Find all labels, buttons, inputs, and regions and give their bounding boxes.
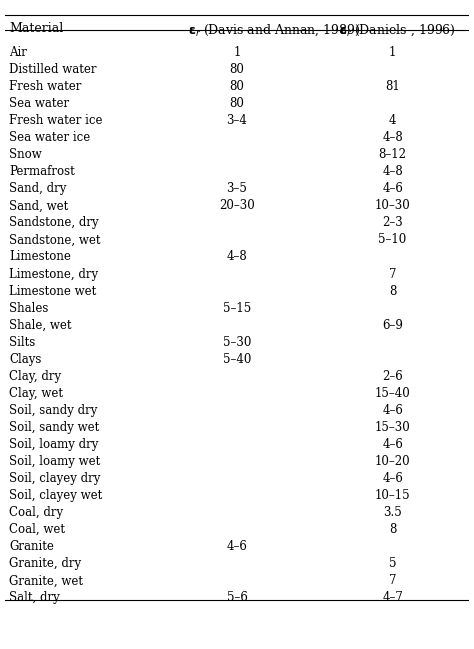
Text: Clays: Clays — [9, 353, 42, 366]
Text: Fresh water ice: Fresh water ice — [9, 114, 103, 127]
Text: $\mathbf{\varepsilon}_{r}$ (Daniels , 1996): $\mathbf{\varepsilon}_{r}$ (Daniels , 19… — [339, 22, 456, 38]
Text: Soil, loamy wet: Soil, loamy wet — [9, 455, 100, 468]
Text: 5: 5 — [389, 557, 396, 570]
Text: Limestone, dry: Limestone, dry — [9, 267, 99, 280]
Text: 4–6: 4–6 — [227, 540, 247, 553]
Text: 4–6: 4–6 — [382, 438, 403, 451]
Text: Granite: Granite — [9, 540, 54, 553]
Text: Snow: Snow — [9, 148, 42, 161]
Text: Air: Air — [9, 46, 27, 59]
Text: 1: 1 — [233, 46, 241, 59]
Text: Granite, dry: Granite, dry — [9, 557, 82, 570]
Text: 80: 80 — [229, 97, 245, 110]
Text: Clay, dry: Clay, dry — [9, 370, 62, 383]
Text: 10–15: 10–15 — [375, 489, 410, 502]
Text: Sea water ice: Sea water ice — [9, 131, 91, 144]
Text: Soil, clayey wet: Soil, clayey wet — [9, 489, 103, 502]
Text: Distilled water: Distilled water — [9, 63, 97, 76]
Text: 7: 7 — [389, 574, 396, 587]
Text: 4–8: 4–8 — [382, 131, 403, 144]
Text: 3.5: 3.5 — [383, 506, 402, 519]
Text: Clay, wet: Clay, wet — [9, 387, 64, 400]
Text: 2–3: 2–3 — [382, 216, 403, 229]
Text: 4–7: 4–7 — [382, 591, 403, 604]
Text: 6–9: 6–9 — [382, 319, 403, 332]
Text: 10–20: 10–20 — [375, 455, 410, 468]
Text: 5–6: 5–6 — [227, 591, 247, 604]
Text: Limestone: Limestone — [9, 251, 71, 263]
Text: Fresh water: Fresh water — [9, 80, 82, 93]
Text: 15–40: 15–40 — [375, 387, 410, 400]
Text: 10–30: 10–30 — [375, 199, 410, 212]
Text: Soil, sandy wet: Soil, sandy wet — [9, 421, 100, 434]
Text: Sand, wet: Sand, wet — [9, 199, 69, 212]
Text: 3–4: 3–4 — [227, 114, 247, 127]
Text: Shales: Shales — [9, 302, 49, 315]
Text: 5–15: 5–15 — [223, 302, 251, 315]
Text: 2–6: 2–6 — [382, 370, 403, 383]
Text: Sea water: Sea water — [9, 97, 70, 110]
Text: Limestone wet: Limestone wet — [9, 284, 97, 297]
Text: 5–10: 5–10 — [379, 234, 407, 247]
Text: 4: 4 — [389, 114, 396, 127]
Text: 1: 1 — [389, 46, 396, 59]
Text: $\mathbf{\varepsilon}_{r}$ (Davis and Annan, 1989): $\mathbf{\varepsilon}_{r}$ (Davis and An… — [188, 22, 361, 38]
Text: 7: 7 — [389, 267, 396, 280]
Text: 81: 81 — [385, 80, 400, 93]
Text: Soil, sandy dry: Soil, sandy dry — [9, 404, 98, 417]
Text: 3–5: 3–5 — [227, 182, 247, 195]
Text: 4–6: 4–6 — [382, 472, 403, 485]
Text: 20–30: 20–30 — [219, 199, 255, 212]
Text: 8: 8 — [389, 284, 396, 297]
Text: Coal, dry: Coal, dry — [9, 506, 64, 519]
Text: 4–6: 4–6 — [382, 404, 403, 417]
Text: 80: 80 — [229, 80, 245, 93]
Text: 4–6: 4–6 — [382, 182, 403, 195]
Text: Silts: Silts — [9, 336, 36, 349]
Text: Sandstone, wet: Sandstone, wet — [9, 234, 101, 247]
Text: Sand, dry: Sand, dry — [9, 182, 67, 195]
Text: Permafrost: Permafrost — [9, 165, 75, 178]
Text: Soil, clayey dry: Soil, clayey dry — [9, 472, 101, 485]
Text: 80: 80 — [229, 63, 245, 76]
Text: Granite, wet: Granite, wet — [9, 574, 83, 587]
Text: 4–8: 4–8 — [227, 251, 247, 263]
Text: Coal, wet: Coal, wet — [9, 523, 65, 536]
Text: 15–30: 15–30 — [375, 421, 410, 434]
Text: Soil, loamy dry: Soil, loamy dry — [9, 438, 99, 451]
Text: 8: 8 — [389, 523, 396, 536]
Text: Material: Material — [9, 22, 64, 36]
Text: Salt, dry: Salt, dry — [9, 591, 60, 604]
Text: Shale, wet: Shale, wet — [9, 319, 72, 332]
Text: 5–30: 5–30 — [223, 336, 251, 349]
Text: 8–12: 8–12 — [379, 148, 407, 161]
Text: 4–8: 4–8 — [382, 165, 403, 178]
Text: 5–40: 5–40 — [223, 353, 251, 366]
Text: Sandstone, dry: Sandstone, dry — [9, 216, 99, 229]
